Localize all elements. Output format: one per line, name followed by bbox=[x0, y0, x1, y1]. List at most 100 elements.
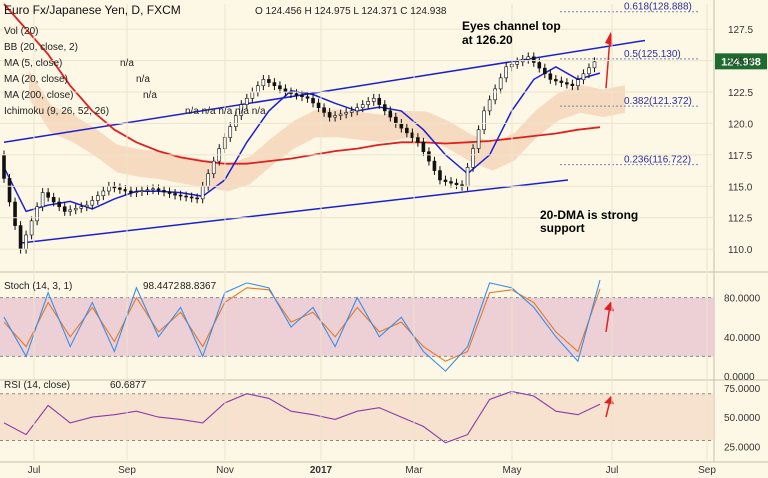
candle-body bbox=[449, 181, 453, 184]
ichimoku-cloud bbox=[29, 70, 625, 192]
candle-body bbox=[399, 123, 404, 129]
indicator-ichimoku-label[interactable]: Ichimoku (9, 26, 52, 26) bbox=[4, 106, 109, 117]
candle-body bbox=[454, 182, 459, 186]
candle-body bbox=[371, 97, 376, 102]
candle-body bbox=[233, 115, 238, 127]
candle-body bbox=[565, 82, 569, 85]
indicator-bb-label[interactable]: BB (20, close, 2) bbox=[4, 42, 78, 53]
fib-level-label: 0.618(128.888) bbox=[624, 2, 692, 13]
candle-body bbox=[587, 67, 591, 75]
stoch-tick-label: 40.0000 bbox=[724, 333, 761, 344]
price-tick-label: 110.0 bbox=[728, 245, 753, 256]
rsi-tick-label: 75.0000 bbox=[724, 384, 761, 395]
x-tick-label: Jul bbox=[28, 465, 41, 476]
y-axis-area bbox=[714, 0, 768, 478]
price-tick-label: 125.0 bbox=[728, 57, 753, 68]
candle-body bbox=[167, 191, 172, 194]
stoch-d-value: 88.8367 bbox=[180, 281, 217, 292]
x-tick-label: May bbox=[503, 465, 522, 476]
x-tick-label: Mar bbox=[405, 465, 423, 476]
candle-body bbox=[261, 79, 266, 87]
candle-body bbox=[29, 220, 34, 236]
candle-body bbox=[250, 91, 255, 99]
candle-body bbox=[96, 195, 100, 201]
candle-body bbox=[355, 107, 359, 112]
stoch-tick-label: 0.0000 bbox=[724, 372, 755, 383]
candle-body bbox=[195, 197, 199, 200]
candle-body bbox=[118, 187, 122, 190]
candle-body bbox=[537, 62, 542, 69]
candle-body bbox=[482, 110, 486, 131]
candle-body bbox=[35, 206, 39, 222]
rsi-title[interactable]: RSI (14, close) bbox=[4, 380, 70, 391]
indicator-ma200-label[interactable]: MA (200, close) bbox=[4, 90, 73, 101]
candle-body bbox=[13, 201, 17, 226]
candle-body bbox=[200, 185, 205, 200]
indicator-ma20-label[interactable]: MA (20, close) bbox=[4, 74, 68, 85]
ohlc-readout: O 124.456 H 124.975 L 124.371 C 124.938 bbox=[255, 6, 447, 17]
stoch-title[interactable]: Stoch (14, 3, 1) bbox=[4, 281, 72, 292]
candle-body bbox=[327, 112, 332, 118]
x-tick-label: Sep bbox=[118, 465, 136, 476]
candle-body bbox=[162, 190, 166, 193]
candle-body bbox=[443, 179, 448, 182]
candle-body bbox=[90, 200, 95, 206]
candle-body bbox=[228, 126, 233, 138]
candle-body bbox=[360, 104, 365, 109]
candle-body bbox=[311, 97, 315, 104]
candle-body bbox=[140, 190, 144, 192]
candle-body bbox=[18, 225, 23, 250]
candle-body bbox=[515, 61, 520, 65]
last-price-tag bbox=[715, 53, 767, 70]
x-tick-label: Sep bbox=[698, 465, 716, 476]
candle-body bbox=[543, 67, 547, 75]
candle-body bbox=[151, 188, 155, 191]
stoch-k-line bbox=[3, 279, 601, 372]
ma200-line bbox=[3, 3, 601, 165]
candle-body bbox=[278, 85, 282, 90]
candle-body bbox=[338, 113, 343, 116]
candle-body bbox=[57, 201, 61, 208]
candle-body bbox=[178, 194, 183, 197]
candle-body bbox=[68, 209, 73, 212]
last-price-value: 124.938 bbox=[721, 56, 761, 68]
candle-body bbox=[493, 88, 497, 101]
candle-body bbox=[471, 148, 475, 168]
price-tick-label: 127.5 bbox=[728, 25, 753, 36]
stoch-tick-label: 80.0000 bbox=[724, 294, 761, 305]
candle-body bbox=[592, 61, 597, 69]
candle-body bbox=[62, 206, 67, 212]
candle-body bbox=[267, 79, 271, 83]
price-tick-label: 112.5 bbox=[728, 214, 753, 225]
price-up-arrowhead bbox=[605, 31, 613, 46]
indicator-ichimoku-value: n/a n/a n/a n/a n/a bbox=[185, 106, 266, 117]
candle-body bbox=[305, 96, 310, 99]
x-tick-label: Nov bbox=[216, 465, 234, 476]
price-tick-label: 122.5 bbox=[728, 88, 753, 99]
candle-body bbox=[349, 110, 354, 113]
candle-body bbox=[421, 141, 426, 153]
candle-body bbox=[107, 185, 111, 192]
candle-body bbox=[388, 110, 393, 118]
candle-body bbox=[156, 188, 161, 191]
x-tick-label: 2017 bbox=[310, 465, 333, 476]
candle-body bbox=[134, 191, 139, 193]
chart-title: Euro Fx/Japanese Yen, D, FXCM bbox=[4, 3, 181, 17]
candle-body bbox=[465, 167, 470, 187]
candle-body bbox=[184, 195, 188, 198]
annotation-support: 20-DMA is strong support bbox=[540, 208, 638, 235]
candle-body bbox=[504, 66, 508, 79]
price-tick-label: 120.0 bbox=[728, 119, 753, 130]
candle-body bbox=[410, 132, 415, 138]
indicator-vol-label[interactable]: Vol (20) bbox=[4, 26, 38, 37]
candle-body bbox=[333, 115, 337, 118]
candle-body bbox=[581, 73, 586, 81]
candle-body bbox=[570, 83, 575, 87]
rsi-line bbox=[3, 390, 601, 444]
candle-body bbox=[576, 79, 580, 87]
indicator-ma5-label[interactable]: MA (5, close) bbox=[4, 58, 62, 69]
candle-body bbox=[189, 196, 194, 199]
candle-body bbox=[554, 79, 558, 82]
candle-body bbox=[206, 173, 210, 187]
rsi-value: 60.6877 bbox=[110, 380, 147, 391]
